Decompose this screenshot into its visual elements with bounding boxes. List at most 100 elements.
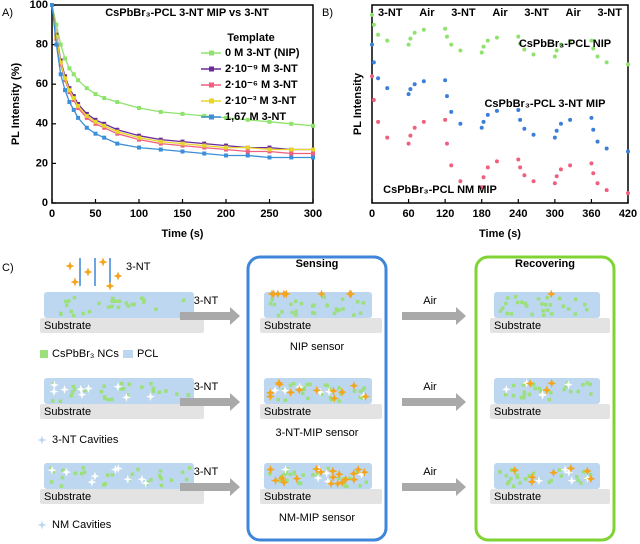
nanocrystal [549,478,553,483]
legend-marker [209,114,214,120]
nanocrystal [103,396,107,401]
nanocrystal [61,468,65,473]
substrate-label: Substrate [264,491,311,503]
nanocrystal [184,477,189,482]
nanocrystal [284,471,288,475]
point [421,119,426,124]
point [481,175,486,180]
cavity [357,470,367,479]
legend-marker [209,66,214,72]
nanocrystal [522,395,526,400]
analyte [549,468,558,478]
nanocrystal [539,389,543,394]
nanocrystal [326,466,330,471]
point [568,163,573,168]
x-tick-label: 120 [436,208,454,220]
analyte [267,289,277,299]
nanocrystal [511,484,516,488]
marker [93,92,98,97]
nanocrystal [117,299,122,303]
point [458,48,463,53]
analyte [70,277,80,287]
nanocrystal [531,471,536,476]
nanocrystal [293,299,298,303]
point [568,117,573,122]
nanocrystal [358,395,362,399]
point [552,54,557,59]
cavity [313,473,323,483]
analyte [586,474,596,484]
point [449,163,454,168]
nanocrystal [306,396,310,401]
point [516,34,521,39]
y-tick-label: 80 [36,39,48,51]
nanocrystal [547,397,552,402]
column-title: Sensing [296,258,339,270]
nanocrystal [530,312,534,317]
flow-arrow [402,478,466,496]
cavity [582,473,592,483]
nanocrystal [280,310,284,314]
substrate-label: Substrate [44,320,91,332]
substrate [490,318,610,333]
nanocrystal [288,383,293,388]
point [494,35,499,40]
legend-title: Template [227,32,274,44]
nanocrystal [312,311,317,316]
substrate-label: Substrate [494,491,541,503]
nanocrystal [51,470,55,474]
chart-title: CsPbBr₃-PCL 3-NT MIP vs 3-NT [105,7,269,19]
nanocrystal [301,385,306,390]
nanocrystal [72,295,77,300]
marker [267,155,272,160]
nanocrystal [509,312,514,316]
nanocrystal [158,469,163,473]
nanocrystal [110,397,114,402]
analyte [329,393,339,403]
analyte [317,289,327,299]
legend-label: 0 M 3-NT (NIP) [225,47,300,59]
nanocrystal [498,309,503,313]
incident-label: 3-NT [126,261,151,273]
marker [84,125,89,130]
point [568,39,573,44]
nanocrystal [588,472,593,477]
marker [54,42,59,47]
nanocrystal [323,383,328,387]
marker [202,113,207,118]
point [604,188,609,193]
nanocrystal [157,390,162,395]
polymer-film [44,292,194,318]
nanocrystal [511,393,516,398]
point [531,132,536,137]
marker [311,147,315,152]
nanocrystal [186,393,191,398]
point [604,60,609,65]
x-tick-label: 0 [49,208,55,220]
analyte [65,261,75,271]
analyte [527,472,537,482]
analyte [359,467,369,477]
y-tick-label: 20 [36,157,48,169]
analyte [361,392,370,402]
substrate [40,404,204,419]
nanocrystal [548,303,553,307]
nanocrystal [312,303,316,307]
analyte [349,475,359,485]
nanocrystal [302,387,306,392]
point [479,125,484,130]
marker [115,141,120,146]
x-tick-label: 60 [402,208,414,220]
nanocrystal [524,304,529,308]
point [595,181,600,186]
marker [267,147,272,152]
nanocrystal [159,476,163,481]
nanocrystal [531,382,536,387]
nanocrystal [175,392,179,396]
analyte [547,378,557,388]
nanocrystal [332,311,337,316]
nanocrystal [549,312,554,316]
nanocrystal [311,473,315,477]
nanocrystal [292,470,297,475]
nanocrystal [276,397,280,402]
